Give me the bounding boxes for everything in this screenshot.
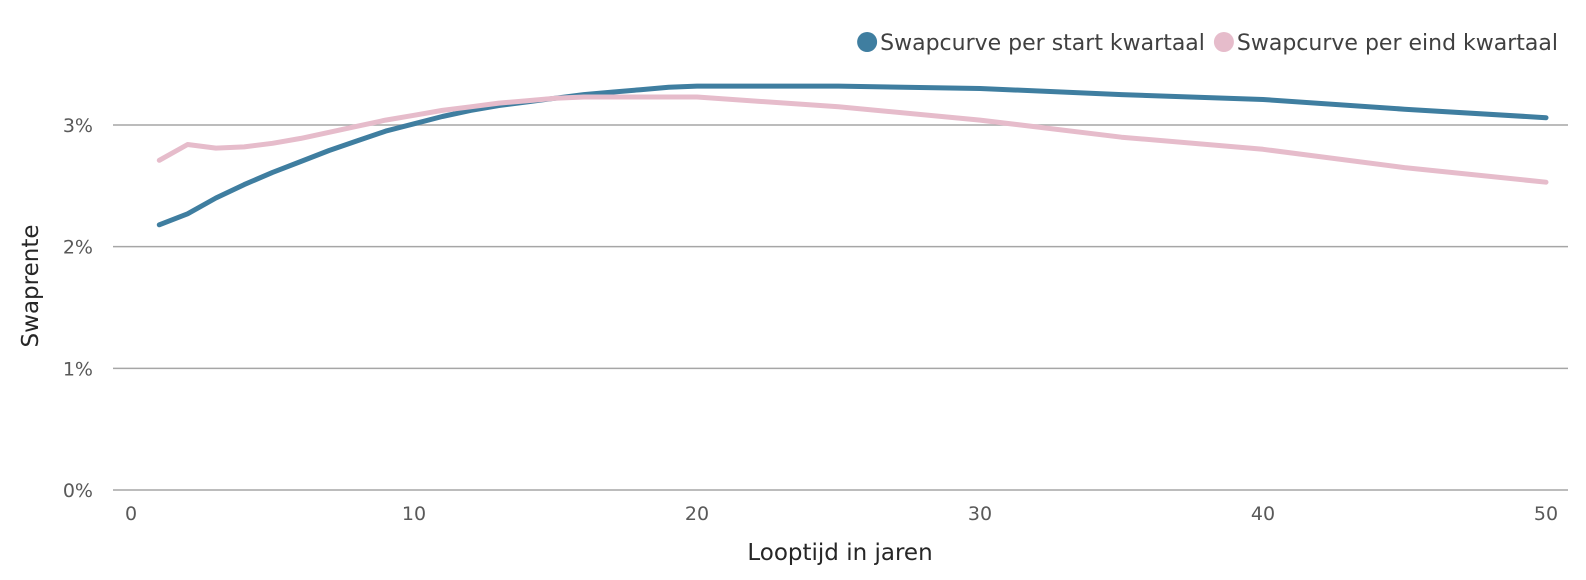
x-tick-label: 30 bbox=[968, 503, 992, 525]
gridlines bbox=[113, 124, 1568, 491]
y-tick-label: 0% bbox=[63, 480, 93, 502]
y-axis-title: Swaprente bbox=[18, 225, 44, 348]
y-tick-label: 1% bbox=[63, 358, 93, 380]
legend-label-2: Swapcurve per eind kwartaal bbox=[1237, 31, 1558, 56]
x-tick-label: 50 bbox=[1534, 503, 1558, 525]
legend: Swapcurve per eind kwartaal Swapcurve per… bbox=[857, 31, 1558, 56]
y-tick-label: 2% bbox=[63, 237, 93, 259]
x-tick-label: 0 bbox=[125, 503, 137, 525]
series-line-2 bbox=[156, 94, 1549, 185]
y-tick-label: 3% bbox=[63, 115, 93, 137]
x-tick-label: 40 bbox=[1251, 503, 1275, 525]
x-axis-title: Looptijd in jaren bbox=[747, 540, 932, 566]
legend-marker-1 bbox=[857, 32, 878, 52]
y-axis-ticks: 0% 1% 2% 3% bbox=[63, 115, 93, 502]
x-axis-ticks: 0 10 20 30 40 50 bbox=[125, 503, 1558, 525]
series-lines bbox=[156, 83, 1549, 228]
x-tick-label: 10 bbox=[402, 503, 426, 525]
legend-label-1: Swapcurve per start kwartaal bbox=[880, 31, 1205, 56]
legend-marker-2 bbox=[1213, 32, 1234, 52]
x-tick-label: 20 bbox=[685, 503, 709, 525]
